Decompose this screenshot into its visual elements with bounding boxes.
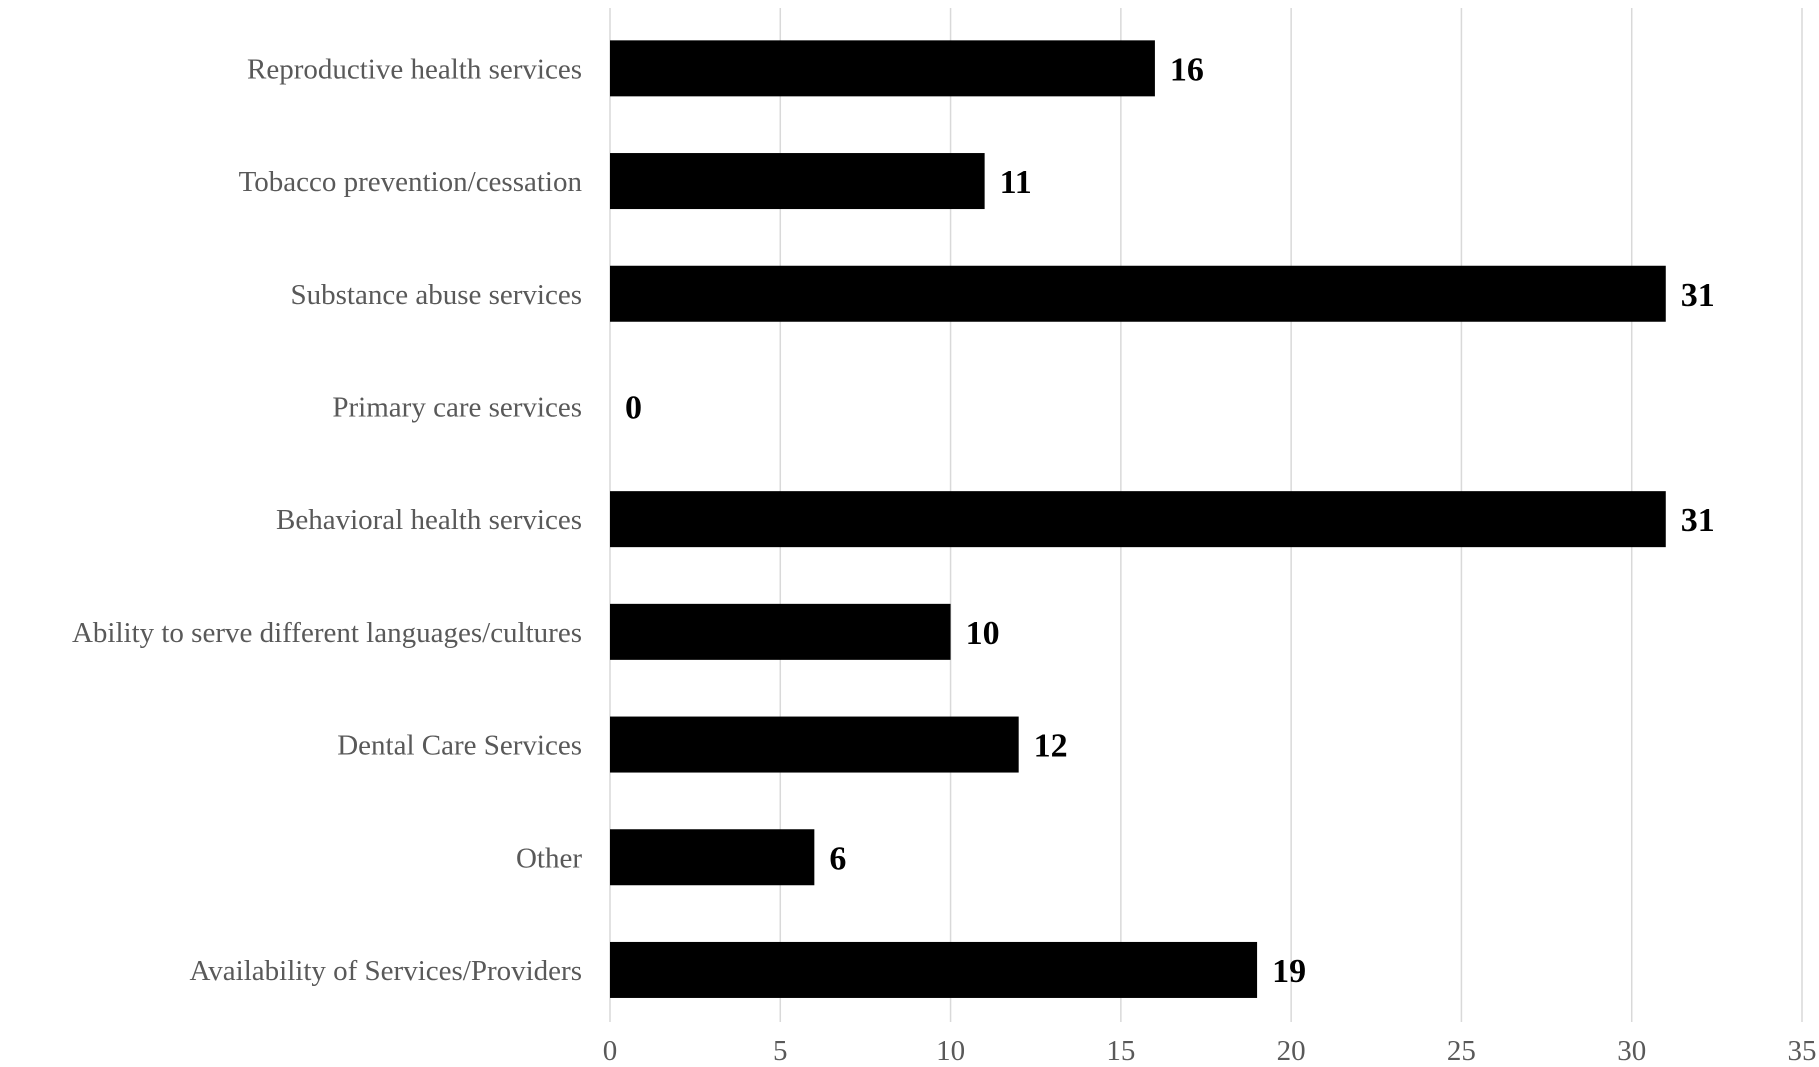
bar [610, 491, 1666, 548]
data-label: 16 [1170, 51, 1204, 88]
data-label: 31 [1681, 502, 1715, 539]
data-label: 31 [1681, 277, 1715, 314]
bar [610, 603, 951, 660]
data-label: 10 [966, 615, 1000, 652]
data-label: 0 [625, 389, 642, 426]
x-tick-label: 5 [773, 1035, 788, 1067]
category-label: Substance abuse services [290, 279, 582, 311]
x-axis-tick-labels: 0 5 10 15 20 25 30 35 [603, 1035, 1817, 1067]
x-tick-label: 35 [1788, 1035, 1817, 1067]
category-label: Ability to serve different languages/cul… [72, 617, 582, 649]
bar [610, 716, 1019, 773]
bar [610, 941, 1258, 998]
bar [610, 265, 1666, 322]
category-label: Tobacco prevention/cessation [239, 166, 583, 198]
category-label: Other [516, 842, 582, 874]
data-label: 11 [1000, 164, 1032, 201]
x-tick-label: 15 [1106, 1035, 1135, 1067]
category-label: Behavioral health services [276, 504, 582, 536]
bar [610, 153, 985, 210]
x-tick-label: 10 [936, 1035, 965, 1067]
x-tick-label: 30 [1617, 1035, 1646, 1067]
data-labels: 16 11 31 0 31 10 12 6 19 [625, 51, 1715, 990]
bar [610, 829, 815, 886]
data-label: 12 [1034, 728, 1068, 765]
category-label: Dental Care Services [337, 730, 582, 762]
bars [610, 40, 1666, 998]
x-tick-label: 25 [1447, 1035, 1476, 1067]
x-tick-label: 20 [1277, 1035, 1306, 1067]
category-label: Reproductive health services [247, 53, 582, 85]
data-label: 6 [829, 840, 846, 877]
category-label: Availability of Services/Providers [190, 955, 583, 987]
bar [610, 40, 1155, 97]
category-labels: Reproductive health services Tobacco prev… [72, 53, 583, 987]
category-label: Primary care services [332, 391, 582, 423]
x-tick-label: 0 [603, 1035, 618, 1067]
data-label: 19 [1272, 953, 1306, 990]
